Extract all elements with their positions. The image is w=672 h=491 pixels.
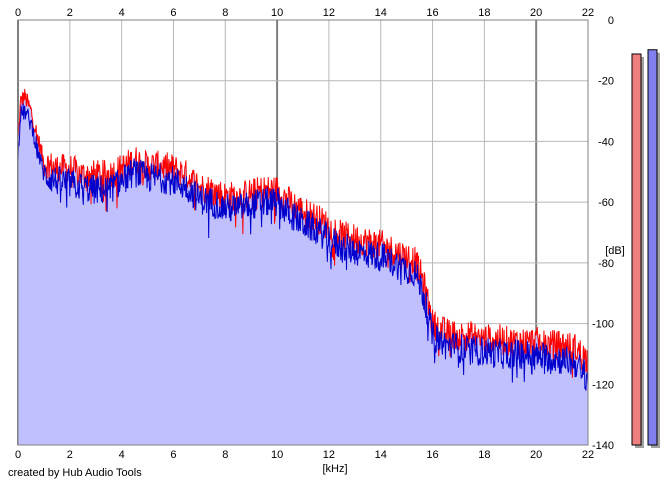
x-tick-label-bottom: 2 xyxy=(67,449,73,461)
y-tick-label: -20 xyxy=(598,76,614,88)
y-tick-label: -80 xyxy=(598,258,614,270)
x-tick-label-top: 8 xyxy=(222,7,228,19)
y-axis-label: [dB] xyxy=(605,245,625,257)
x-tick-label-bottom: 12 xyxy=(323,449,335,461)
plot-frame xyxy=(17,19,589,446)
x-tick-label-top: 10 xyxy=(271,7,283,19)
x-tick-label-bottom: 20 xyxy=(530,449,542,461)
x-tick-label-top: 16 xyxy=(426,7,438,19)
y-tick-label: -40 xyxy=(598,136,614,148)
x-tick-label-bottom: 18 xyxy=(478,449,490,461)
y-tick-label: 0 xyxy=(608,15,614,27)
x-tick-label-top: 0 xyxy=(15,7,21,19)
level-meters xyxy=(631,49,660,448)
y-tick-label: -120 xyxy=(592,379,614,391)
credit-text: created by Hub Audio Tools xyxy=(8,467,142,479)
y-axis-ticks: 0 -20 -40 -60 -80 -100 -120 -140 xyxy=(592,15,614,452)
x-tick-label-bottom: 16 xyxy=(426,449,438,461)
x-tick-label-bottom: 14 xyxy=(375,449,387,461)
x-tick-label-top: 14 xyxy=(375,7,387,19)
series-line-blue xyxy=(17,103,589,391)
x-tick-label-top: 4 xyxy=(119,7,125,19)
x-tick-label-bottom: 22 xyxy=(582,449,594,461)
level-meter-red xyxy=(631,53,642,446)
x-tick-label-top: 2 xyxy=(67,7,73,19)
x-tick-label-top: 6 xyxy=(170,7,176,19)
y-tick-label: -60 xyxy=(598,197,614,209)
x-tick-label-bottom: 6 xyxy=(170,449,176,461)
x-tick-label-top: 20 xyxy=(530,7,542,19)
x-tick-label-top: 12 xyxy=(323,7,335,19)
series-layer xyxy=(17,88,589,391)
y-tick-label: -140 xyxy=(592,440,614,452)
x-tick-label-bottom: 4 xyxy=(119,449,125,461)
x-tick-label-bottom: 8 xyxy=(222,449,228,461)
x-axis-label: [kHz] xyxy=(322,463,347,475)
x-axis-top-ticks: 0 2 4 6 8 10 12 14 16 18 20 22 xyxy=(15,7,594,19)
x-axis-bottom-ticks: 0 2 4 6 8 10 12 14 16 18 20 22 xyxy=(15,449,594,461)
x-tick-label-top: 18 xyxy=(478,7,490,19)
level-meter-blue xyxy=(647,49,658,446)
x-tick-label-bottom: 10 xyxy=(271,449,283,461)
x-tick-label-bottom: 0 xyxy=(15,449,21,461)
x-tick-label-top: 22 xyxy=(582,7,594,19)
y-tick-label: -100 xyxy=(592,319,614,331)
